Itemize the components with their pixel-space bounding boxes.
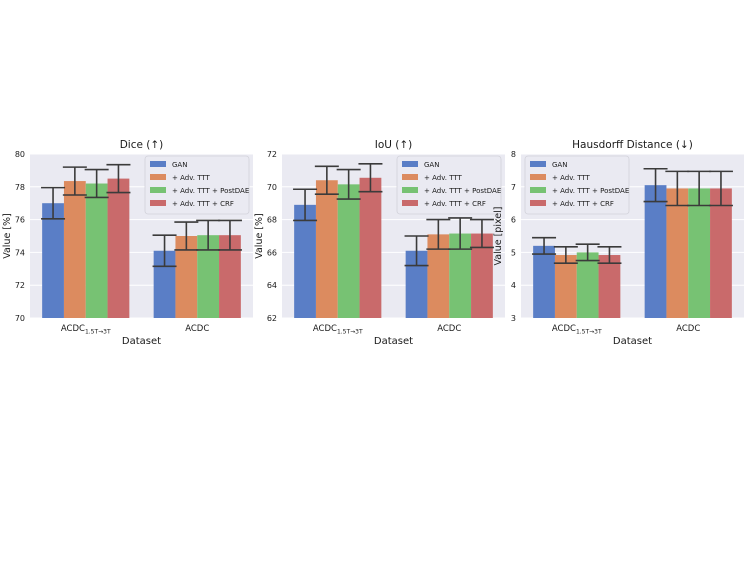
y-tick-label: 68 (267, 216, 277, 225)
y-tick-label: 3 (511, 314, 516, 323)
y-tick-label: 6 (511, 216, 516, 225)
chart-title: IoU (↑) (375, 139, 413, 151)
legend-label: + Adv. TTT (172, 174, 211, 182)
legend-label: + Adv. TTT (424, 174, 463, 182)
bar (666, 188, 689, 318)
x-tick-base: ACDC (676, 324, 700, 334)
legend-swatch (402, 161, 418, 167)
y-tick-label: 72 (267, 150, 277, 159)
y-tick-label: 4 (511, 281, 516, 290)
bar (598, 255, 621, 318)
y-tick-label: 70 (267, 183, 277, 192)
bar (471, 233, 493, 318)
y-tick-label: 5 (511, 248, 516, 257)
legend-label: GAN (172, 161, 187, 169)
x-tick-base: ACDC (437, 324, 461, 334)
y-axis-label: Value [%] (254, 213, 265, 259)
legend-swatch (150, 161, 166, 167)
y-tick-label: 62 (267, 314, 277, 323)
x-tick-label: ACDC (676, 324, 700, 334)
x-tick-base: ACDC (61, 324, 85, 334)
bar (153, 250, 176, 318)
legend-label: + Adv. TTT + PostDAE (172, 187, 249, 195)
legend-swatch (150, 187, 166, 193)
bar (219, 235, 241, 318)
y-tick-label: 80 (15, 150, 25, 159)
bar (315, 180, 338, 318)
y-tick-label: 8 (511, 150, 516, 159)
x-tick-label: ACDC (437, 324, 461, 334)
legend-swatch (530, 174, 546, 180)
legend-label: + Adv. TTT + CRF (172, 200, 234, 208)
x-tick-subscript: 1.5T→3T (337, 329, 363, 336)
bar (554, 255, 577, 318)
legend-box (524, 155, 630, 215)
legend-swatch (530, 187, 546, 193)
bar (63, 181, 86, 318)
y-axis-label: Value [pixel] (493, 206, 504, 265)
bar (107, 178, 130, 318)
legend-label: GAN (552, 161, 567, 169)
bar (85, 183, 108, 318)
x-tick-label: ACDC1.5T→3T (552, 324, 602, 336)
bar (197, 235, 220, 318)
chart-title: Hausdorff Distance (↓) (572, 139, 693, 151)
x-tick-base: ACDC (313, 324, 337, 334)
x-tick-subscript: 1.5T→3T (576, 329, 602, 336)
x-axis-label: Dataset (122, 336, 161, 347)
legend-label: + Adv. TTT + CRF (424, 200, 486, 208)
chart-title: Dice (↑) (120, 139, 164, 151)
y-tick-label: 72 (15, 281, 25, 290)
bar (427, 234, 450, 318)
y-tick-label: 66 (267, 248, 277, 257)
x-tick-label: ACDC1.5T→3T (313, 324, 363, 336)
y-tick-label: 78 (15, 183, 25, 192)
x-axis-label: Dataset (613, 336, 652, 347)
legend-label: + Adv. TTT + PostDAE (552, 187, 629, 195)
legend-label: GAN (424, 161, 439, 169)
y-tick-label: 70 (15, 314, 25, 323)
bar (42, 203, 64, 318)
legend-label: + Adv. TTT + PostDAE (424, 187, 501, 195)
y-tick-label: 64 (267, 281, 277, 290)
x-tick-subscript: 1.5T→3T (85, 329, 111, 336)
bar (688, 188, 711, 318)
legend-label: + Adv. TTT + CRF (552, 200, 614, 208)
legend-swatch (402, 187, 418, 193)
y-axis-label: Value [%] (2, 213, 13, 259)
legend-label: + Adv. TTT (552, 174, 591, 182)
legend-swatch (150, 200, 166, 206)
legend-swatch (402, 200, 418, 206)
legend-swatch (150, 174, 166, 180)
bar (294, 204, 316, 318)
bar (449, 233, 472, 318)
y-tick-label: 76 (15, 216, 25, 225)
legend-box (144, 155, 250, 215)
x-tick-base: ACDC (552, 324, 576, 334)
y-tick-label: 7 (511, 183, 516, 192)
legend-swatch (530, 200, 546, 206)
bar (337, 184, 360, 318)
bar (710, 188, 732, 318)
bar (175, 236, 198, 318)
legend-swatch (530, 161, 546, 167)
x-axis-label: Dataset (374, 336, 413, 347)
y-tick-label: 74 (15, 248, 25, 257)
x-tick-base: ACDC (185, 324, 209, 334)
x-tick-label: ACDC (185, 324, 209, 334)
legend-box (396, 155, 502, 215)
bar (405, 250, 428, 318)
bar (533, 245, 555, 318)
bar (644, 185, 667, 318)
x-tick-label: ACDC1.5T→3T (61, 324, 111, 336)
legend-swatch (402, 174, 418, 180)
bar (576, 252, 599, 318)
bar (359, 177, 382, 318)
